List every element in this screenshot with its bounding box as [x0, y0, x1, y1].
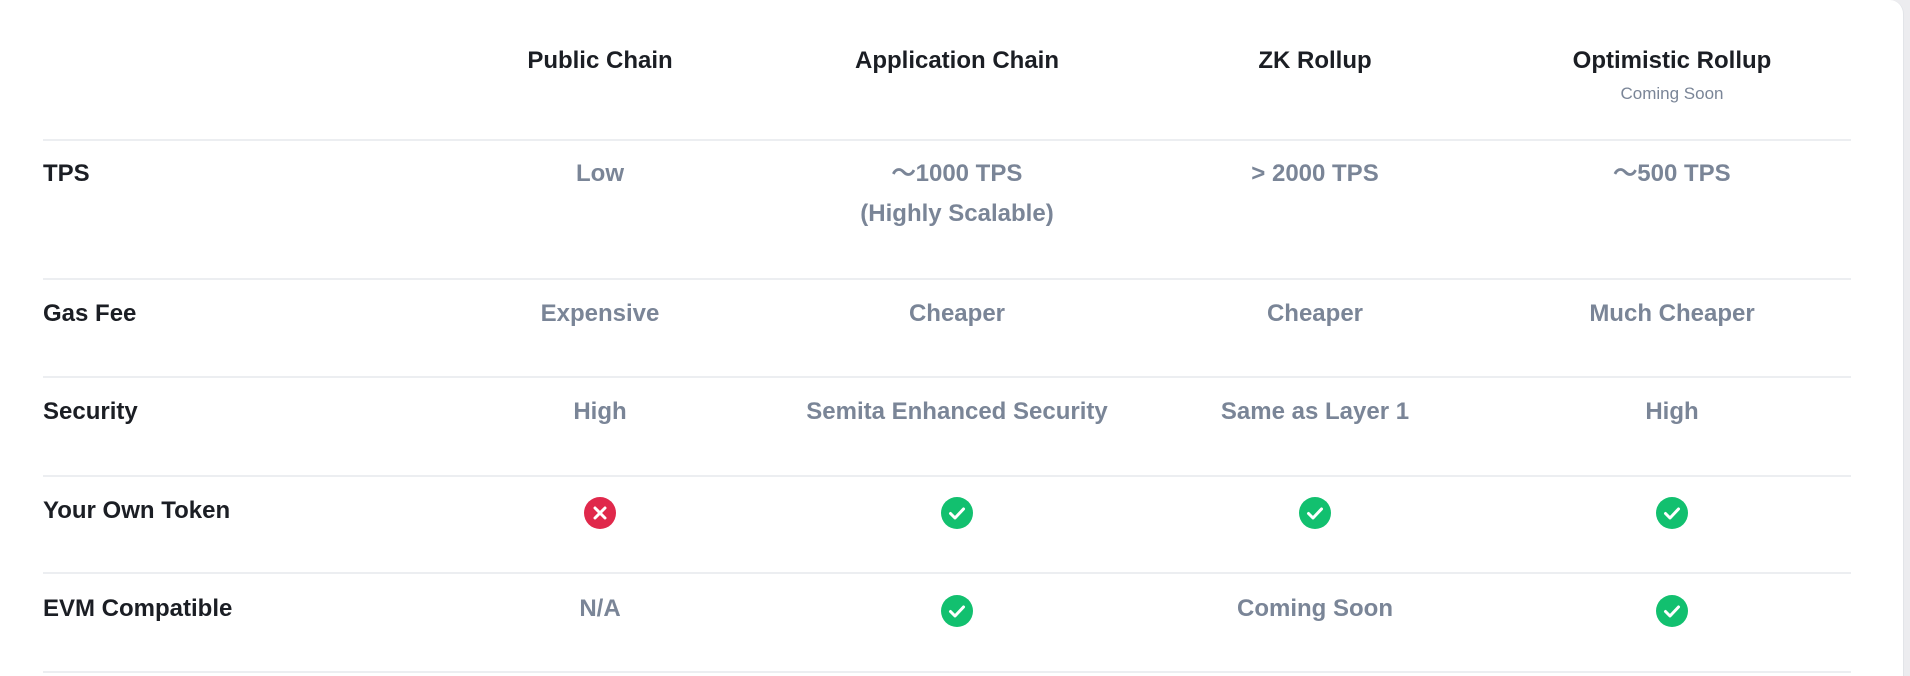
table-cell-value: Cheaper [908, 300, 1006, 327]
table-cell-value: ～500 TPS [1613, 160, 1731, 187]
table-cell-value: N/A [579, 595, 621, 622]
row-label: Gas Fee [43, 300, 137, 327]
table-cell-value-secondary: (Highly Scalable) [860, 200, 1054, 227]
row-divider [43, 376, 1851, 378]
row-label: Security [43, 398, 138, 425]
table-cell-value: Semita Enhanced Security [806, 398, 1108, 425]
table-cell-value: Expensive [540, 300, 660, 327]
column-header-title: Public Chain [527, 47, 673, 74]
column-header-subtitle: Coming Soon [1620, 84, 1724, 103]
check-circle-icon [1656, 595, 1688, 627]
row-divider [43, 139, 1851, 141]
table-cell-value: Same as Layer 1 [1220, 398, 1410, 425]
row-label: EVM Compatible [43, 595, 233, 622]
row-divider [43, 475, 1851, 477]
row-label: TPS [43, 160, 90, 187]
row-divider [43, 572, 1851, 574]
table-cell-value: High [1645, 398, 1699, 425]
row-label: Your Own Token [43, 497, 231, 524]
table-cell-value: Low [576, 160, 624, 187]
check-circle-icon [941, 497, 973, 529]
table-cell-value: Coming Soon [1237, 595, 1393, 622]
table-cell-value: Much Cheaper [1589, 300, 1755, 327]
row-divider [43, 671, 1851, 673]
table-cell-value: ～1000 TPS [891, 160, 1023, 187]
x-circle-icon [584, 497, 616, 529]
table-cell-value: Cheaper [1266, 300, 1364, 327]
check-circle-icon [1299, 497, 1331, 529]
check-circle-icon [1656, 497, 1688, 529]
column-header-title: ZK Rollup [1258, 47, 1372, 74]
check-circle-icon [941, 595, 973, 627]
column-header-title: Application Chain [855, 47, 1059, 74]
table-cell-value: High [573, 398, 627, 425]
row-divider [43, 278, 1851, 280]
column-header-title: Optimistic Rollup [1572, 47, 1772, 74]
table-cell-value: > 2000 TPS [1251, 160, 1379, 187]
